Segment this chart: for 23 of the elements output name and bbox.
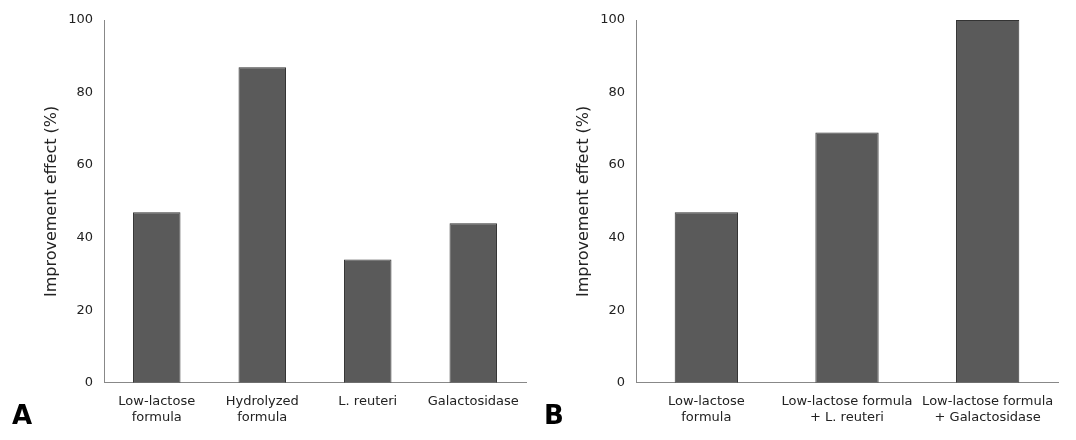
y-tick-label: 40 — [608, 229, 626, 245]
y-tick-label: 60 — [76, 156, 94, 172]
y-tick-label: 60 — [608, 156, 626, 172]
x-tick-label: Galactosidase — [427, 392, 519, 408]
y-tick-label: 0 — [84, 374, 94, 390]
y-tick-label: 100 — [68, 11, 94, 27]
x-tick-label: Low-lactose formula + Galactosidase — [922, 392, 1054, 424]
y-axis-title: Improvement effect (%) — [40, 105, 60, 298]
text: A — [12, 399, 33, 430]
x-tick-label: Low-lactose formula + L. reuteri — [781, 392, 913, 424]
y-tick-label: 80 — [76, 83, 94, 99]
y-axis-title: Improvement effect (%) — [572, 105, 592, 298]
y-tick-label: 80 — [608, 83, 626, 99]
y-tick-label: 40 — [76, 229, 94, 245]
y-tick-label: 100 — [600, 11, 626, 27]
x-tick-label: L. reuteri — [338, 392, 398, 408]
text: B — [544, 399, 564, 430]
y-tick-label: 0 — [616, 374, 626, 390]
y-tick-label: 20 — [76, 301, 94, 317]
x-tick-label: Low-lactose formula — [118, 392, 196, 424]
y-tick-label: 20 — [608, 301, 626, 317]
x-tick-label: Hydrolyzed formula — [225, 392, 299, 424]
x-tick-label: Low-lactose formula — [667, 392, 745, 424]
